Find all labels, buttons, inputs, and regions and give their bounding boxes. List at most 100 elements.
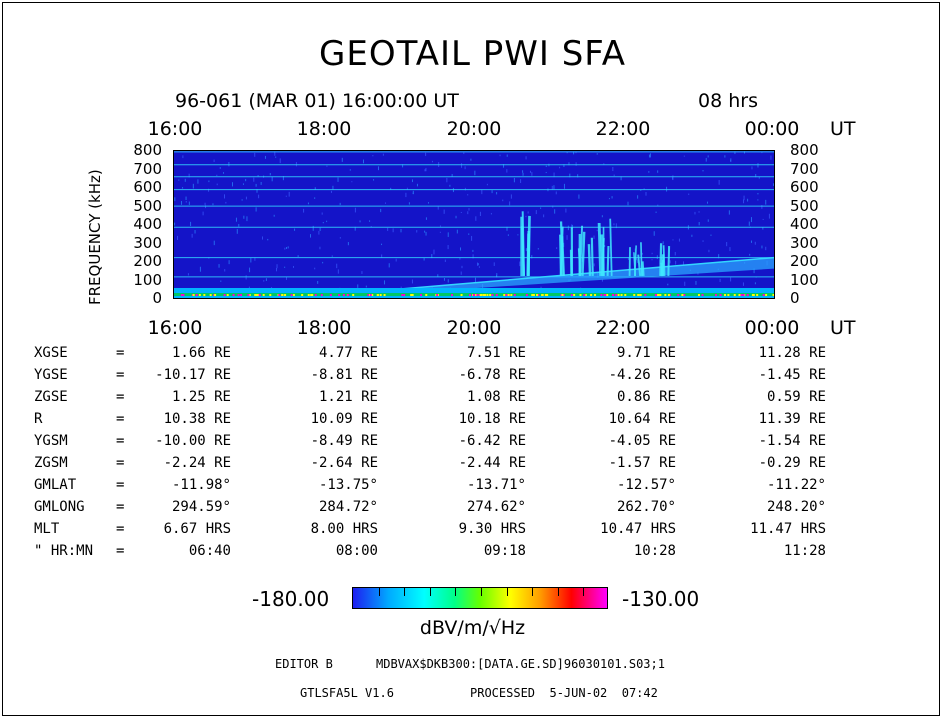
spectrogram-speckle (543, 214, 545, 218)
noise-floor-speckle (765, 294, 768, 296)
spectrogram-speckle (468, 233, 470, 235)
ephemeris-value: 10.47 HRS (600, 521, 676, 537)
spectrogram-speckle (425, 217, 427, 220)
spectrogram-speckle (437, 274, 439, 278)
spectrogram-speckle (395, 258, 397, 262)
ephemeris-row: YGSM = -10.00 RE -8.49 RE -6.42 RE -4.05 RE -1… (0, 433, 945, 455)
spectrogram-speckle (575, 162, 577, 166)
spectrogram-speckle (224, 269, 226, 272)
noise-floor-speckle (269, 294, 272, 296)
ephemeris-value: 0.59 RE (766, 389, 826, 405)
ephemeris-param-name: R (34, 411, 43, 427)
spectrogram-speckle (710, 234, 712, 236)
spectrogram-speckle (357, 284, 359, 288)
spectrogram-speckle (545, 165, 547, 167)
noise-floor-speckle (479, 294, 482, 296)
spectrogram-speckle (205, 205, 207, 209)
spectrogram-speckle (460, 211, 462, 213)
spectrogram-speckle (472, 249, 474, 252)
spectrogram-speckle (188, 201, 190, 205)
spectrogram-speckle (416, 183, 418, 187)
noise-floor-speckle (436, 294, 439, 296)
spectrogram-speckle (326, 220, 328, 223)
spectrogram-speckle (423, 257, 425, 261)
spectrogram-speckle (310, 234, 312, 238)
spectrogram-speckle (593, 235, 595, 239)
colorbar-tick (481, 588, 482, 596)
noise-floor-speckle (584, 294, 587, 296)
spectrogram-speckle (264, 155, 266, 159)
spectrogram-speckle (332, 185, 334, 190)
noise-floor-speckle (484, 294, 487, 296)
ephemeris-row: XGSE = 1.66 RE 4.77 RE 7.51 RE 9.71 RE 11.28 R… (0, 345, 945, 367)
spectrogram-speckle (537, 248, 539, 250)
spectrogram-speckle (754, 282, 756, 285)
spectrogram-speckle (224, 194, 225, 199)
spectrogram-speckle (506, 226, 508, 231)
noise-floor-speckle (278, 294, 281, 296)
spectrogram-speckle (571, 224, 573, 229)
spectrogram-speckle (522, 170, 524, 173)
spectrogram-speckle (522, 172, 524, 176)
spectrogram-speckle (424, 169, 426, 172)
emission-burst (561, 236, 565, 276)
noise-floor-speckle (451, 294, 454, 296)
spectrogram-speckle (750, 217, 752, 223)
spectrogram-speckle (683, 155, 685, 157)
noise-floor-speckle (772, 294, 774, 296)
time-tick-bottom: 00:00 (744, 317, 800, 339)
spectrogram-speckle (531, 172, 533, 176)
noise-floor-speckle (510, 294, 513, 296)
ephemeris-value: -1.57 RE (608, 455, 676, 471)
colorbar-tick (404, 588, 406, 596)
spectrogram-speckle (245, 196, 247, 200)
noise-floor-speckle (292, 294, 295, 296)
noise-floor-speckle (214, 294, 217, 296)
frequency-axis-label: FREQUENCY (kHz) (86, 169, 104, 305)
spectrogram-speckle (363, 159, 365, 164)
noise-floor-speckle (460, 294, 463, 296)
noise-floor-speckle (240, 294, 243, 296)
spectrogram-speckle (755, 173, 757, 178)
noise-floor-speckle (468, 294, 471, 296)
noise-floor-speckle (573, 294, 576, 296)
noise-floor-speckle (714, 294, 717, 296)
noise-floor-speckle (562, 294, 565, 296)
spectrogram-speckle (657, 170, 659, 173)
spectrogram-speckle (678, 238, 680, 242)
ephemeris-value: -0.29 RE (758, 455, 826, 471)
spectrogram-speckle (459, 257, 461, 260)
spectrogram-speckle (525, 156, 527, 160)
spectrogram-speckle (412, 190, 414, 195)
spectrogram-speckle (477, 262, 479, 266)
spectrogram-speckle (649, 153, 651, 158)
frequency-tick-label: 700 (790, 159, 819, 178)
spectrogram-speckle (213, 240, 215, 246)
time-tick-top: 00:00 (744, 118, 800, 140)
time-tick-bottom: 20:00 (446, 317, 502, 339)
spectrogram-speckle (425, 152, 427, 157)
spectrogram-speckle (260, 181, 262, 185)
ephemeris-value: 0.86 RE (616, 389, 676, 405)
spectrogram-speckle (695, 280, 697, 285)
noise-floor-speckle (342, 294, 345, 296)
spectrogram-speckle (447, 279, 449, 283)
noise-floor-speckle (301, 294, 304, 296)
ephemeris-param-name: ZGSE (34, 389, 68, 405)
spectrogram-speckle (284, 247, 286, 250)
noise-floor-speckle (727, 294, 730, 296)
spectrogram-speckle (566, 152, 568, 154)
spectrogram-speckle (467, 194, 469, 196)
spectrogram-speckle (470, 158, 472, 161)
spectrogram-speckle (314, 197, 316, 199)
noise-floor-speckle (262, 294, 265, 296)
spectrogram (173, 150, 775, 299)
spectrogram-speckle (236, 229, 238, 234)
spectrogram-speckle (748, 221, 750, 226)
noise-floor-speckle (401, 294, 404, 296)
spectrogram-speckle (425, 167, 427, 172)
ephemeris-value: -13.71° (466, 477, 526, 493)
spectrogram-speckle (531, 255, 533, 259)
time-tick-top: 16:00 (147, 118, 203, 140)
spectrogram-speckle (565, 208, 567, 213)
